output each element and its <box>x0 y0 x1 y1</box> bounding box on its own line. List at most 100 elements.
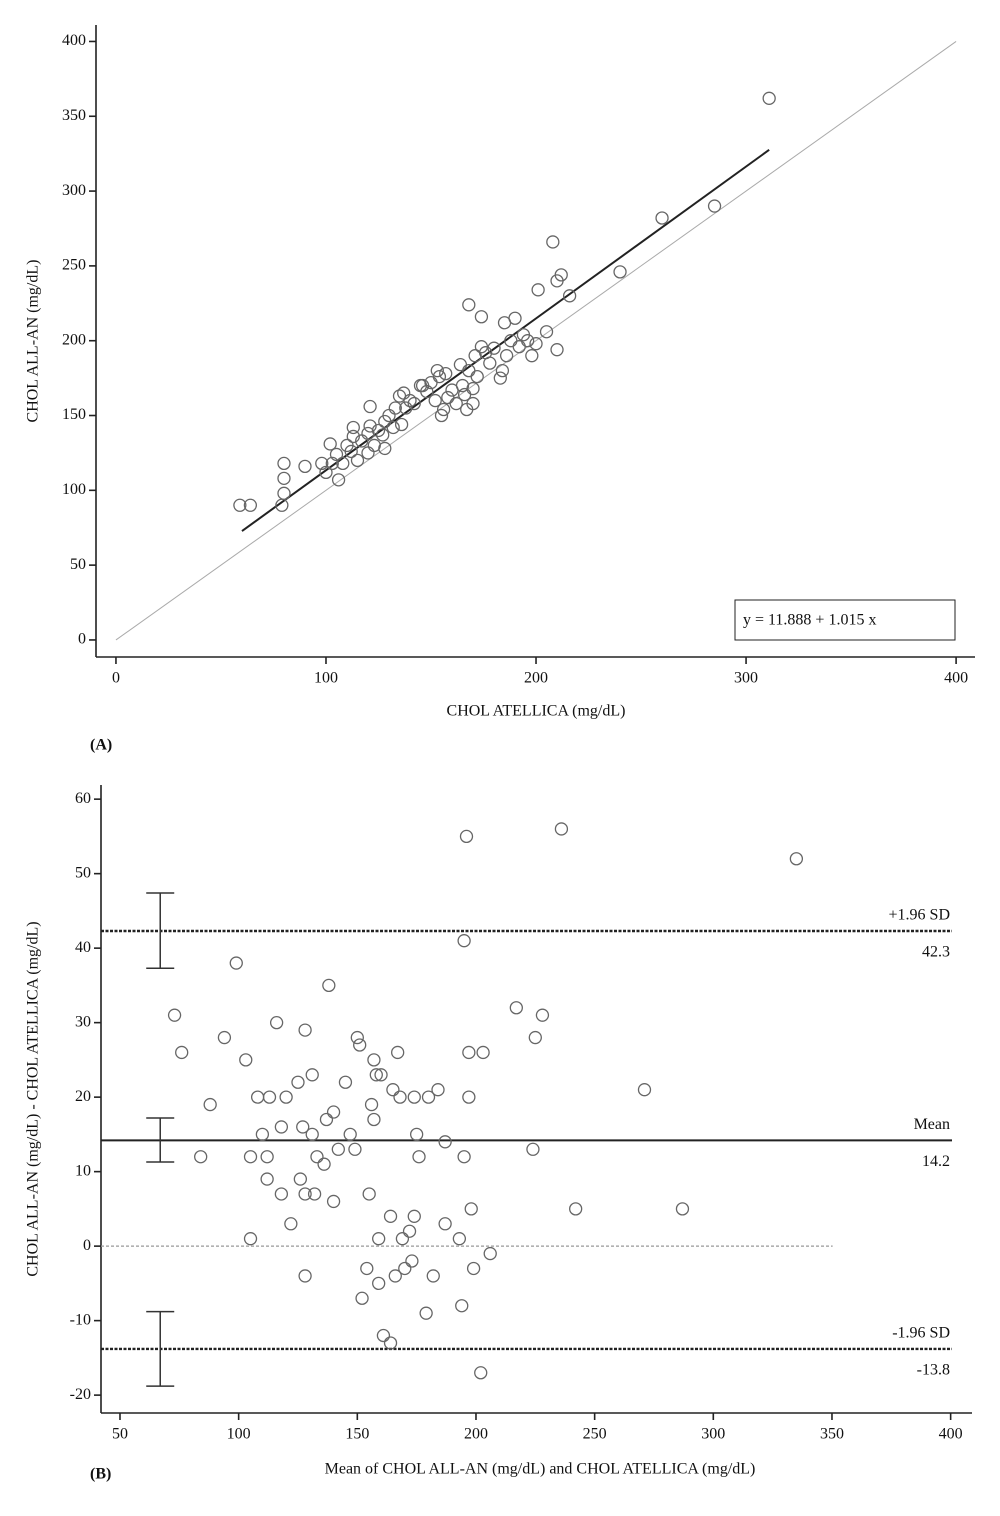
point <box>394 417 409 432</box>
point <box>367 1112 381 1127</box>
point <box>262 1090 277 1104</box>
y-tick-label: 0 <box>83 1237 91 1254</box>
point <box>298 1023 312 1037</box>
point <box>493 371 507 385</box>
point <box>707 199 722 213</box>
point <box>426 1269 440 1283</box>
point <box>243 1232 258 1246</box>
point <box>525 349 539 363</box>
point <box>376 1328 391 1343</box>
reference-label: +1.96 SD <box>889 907 950 924</box>
point <box>499 349 514 363</box>
point <box>388 401 402 415</box>
point <box>386 1083 400 1097</box>
equation: y = 11.888 + 1.015 x <box>743 612 876 629</box>
x-tick-label: 250 <box>583 1426 607 1443</box>
point <box>372 1276 386 1291</box>
point <box>243 498 258 512</box>
point <box>315 456 329 471</box>
point <box>550 343 564 357</box>
point <box>449 396 463 411</box>
point <box>279 1090 293 1104</box>
x-tick-label: 400 <box>939 1426 963 1443</box>
point <box>420 384 434 399</box>
point <box>554 268 568 282</box>
ci-bar <box>146 892 175 970</box>
panel-label: (B) <box>90 1466 111 1483</box>
point <box>233 498 247 512</box>
x-tick-label: 0 <box>112 670 120 687</box>
point <box>298 1187 312 1201</box>
y-tick-label: 400 <box>62 32 86 49</box>
point <box>464 1202 478 1216</box>
point <box>474 310 489 324</box>
x-tick-label: 50 <box>112 1426 128 1443</box>
point <box>284 1217 298 1231</box>
point <box>364 1097 379 1112</box>
reference-value: 42.3 <box>922 944 950 961</box>
point <box>569 1202 583 1216</box>
point <box>243 1150 258 1164</box>
point <box>360 1261 374 1276</box>
point <box>229 956 243 970</box>
x-tick-label: 400 <box>944 670 968 687</box>
point <box>453 357 468 372</box>
point <box>260 1150 274 1164</box>
point <box>391 1045 405 1060</box>
point <box>546 235 560 249</box>
x-tick-label: 350 <box>820 1426 844 1443</box>
point <box>562 289 577 303</box>
point <box>319 1112 334 1127</box>
point <box>344 444 358 459</box>
point <box>343 1127 357 1142</box>
y-tick-label: 250 <box>62 257 86 274</box>
point <box>405 1254 419 1268</box>
point <box>419 1306 433 1320</box>
point <box>430 363 444 378</box>
point <box>383 1209 398 1223</box>
reference-label: -1.96 SD <box>892 1325 950 1342</box>
point <box>398 1261 412 1276</box>
point <box>637 1083 652 1097</box>
point <box>438 1135 452 1149</box>
x-tick-label: 100 <box>227 1426 251 1443</box>
y-tick-label: 300 <box>62 182 86 199</box>
y-tick-label: 100 <box>62 481 86 498</box>
x-axis-label: CHOL ATELLICA (mg/dL) <box>447 703 626 720</box>
regression-line <box>241 149 770 532</box>
point <box>412 1150 426 1164</box>
point <box>323 437 337 451</box>
point <box>250 1090 265 1104</box>
point <box>371 423 386 438</box>
point <box>554 822 569 836</box>
y-tick-label: 200 <box>62 331 86 348</box>
point <box>217 1030 232 1045</box>
identity-line <box>115 41 957 641</box>
y-tick-label: 50 <box>75 864 91 881</box>
point <box>483 1246 497 1261</box>
point <box>277 471 291 486</box>
point <box>326 1194 341 1209</box>
point <box>310 1150 324 1164</box>
y-tick-label: 150 <box>62 406 86 423</box>
point <box>307 1187 322 1201</box>
point <box>512 340 526 354</box>
y-tick-label: 0 <box>78 631 86 648</box>
y-tick-label: 20 <box>75 1088 91 1105</box>
point <box>431 1083 445 1097</box>
point <box>466 396 480 411</box>
x-tick-label: 300 <box>734 670 758 687</box>
reference-value: 14.2 <box>922 1153 950 1170</box>
point <box>363 419 377 433</box>
x-tick-label: 200 <box>524 670 548 687</box>
point <box>326 1105 341 1119</box>
point <box>298 459 312 474</box>
point <box>529 337 543 351</box>
point <box>655 211 669 225</box>
point <box>348 1142 362 1156</box>
point <box>329 447 344 462</box>
point <box>495 363 510 378</box>
point <box>462 1090 476 1104</box>
point <box>399 401 413 415</box>
point <box>203 1097 217 1112</box>
